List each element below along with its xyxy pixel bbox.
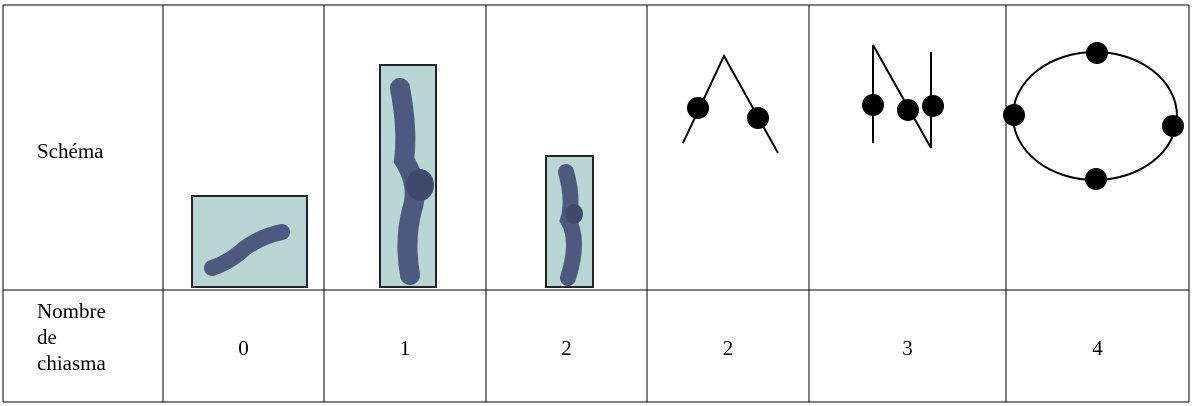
chiasma-count: 4: [1092, 336, 1103, 360]
row-label: Schéma: [37, 139, 104, 163]
photo-1-chiasma: [379, 64, 437, 288]
diagram-3-chiasma: [862, 44, 944, 149]
chiasma-count: 2: [561, 336, 572, 360]
row-label: Nombre de chiasma: [37, 299, 106, 375]
chiasma-count: 2: [722, 336, 734, 360]
chiasma-count: 1: [399, 336, 411, 360]
diagram-2-chiasma: [682, 53, 779, 154]
photo-0-chiasma: [191, 195, 308, 288]
diagram-4-chiasma: [1003, 42, 1184, 190]
photo-2-chiasma: [545, 155, 594, 288]
chiasma-count: 0: [238, 336, 249, 360]
table-borders: [2, 4, 1190, 403]
chiasma-count: 3: [902, 336, 913, 360]
